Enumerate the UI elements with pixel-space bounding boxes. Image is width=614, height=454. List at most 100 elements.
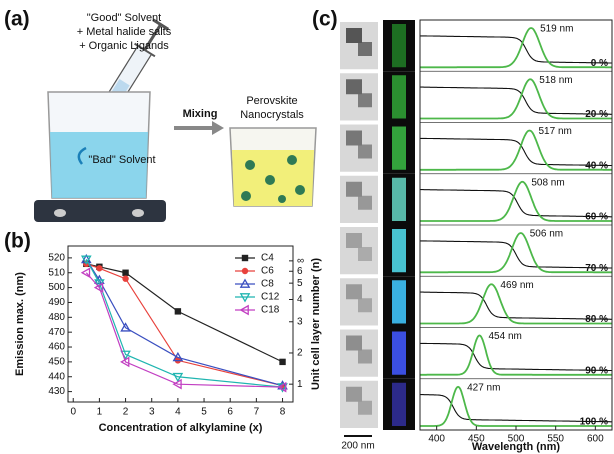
vial <box>392 382 406 426</box>
series-line <box>86 263 283 363</box>
syringe-text: + Organic Ligands <box>79 40 169 52</box>
vial <box>392 24 406 68</box>
scale-bar-label: 200 nm <box>341 441 374 452</box>
knob <box>132 209 144 217</box>
x-tick-label: 550 <box>547 434 564 445</box>
x-tick-label: 0 <box>70 407 76 418</box>
legend-label: C18 <box>261 305 280 316</box>
product-label: Perovskite <box>246 95 297 107</box>
tem-particle <box>346 233 362 248</box>
marker <box>172 378 182 390</box>
y2-tick-label: 5 <box>297 278 303 289</box>
bad-solvent-label: "Bad" Solvent <box>88 154 155 166</box>
plot-frame <box>67 245 294 403</box>
row-label: 70 % <box>585 263 608 274</box>
marker <box>122 269 129 276</box>
pl-curve <box>420 78 612 120</box>
legend-label: C8 <box>261 279 274 290</box>
panel-b: (b)0 1 2 3 4 5 6 7 84304404504604704804905005105… <box>4 230 322 434</box>
marker <box>241 267 249 275</box>
arrow <box>174 121 224 135</box>
tem-particle <box>358 298 372 313</box>
y-tick-label: 450 <box>48 357 65 368</box>
y-tick-label: 440 <box>48 371 65 382</box>
tem-particle <box>358 195 372 210</box>
peak-label: 506 nm <box>530 229 563 240</box>
product-label: Nanocrystals <box>240 109 304 121</box>
row-label: 100 % <box>580 417 608 428</box>
absorbance-curve <box>420 35 612 64</box>
tem-particle <box>346 335 362 351</box>
marker <box>80 267 91 279</box>
marker <box>277 381 287 393</box>
tem-particle <box>358 247 372 261</box>
x-tick-label: 5 <box>201 407 207 418</box>
absorbance-curve <box>420 86 612 115</box>
legend-label: C12 <box>261 292 280 303</box>
y-tick-label: 510 <box>48 267 65 278</box>
panel-label: (c) <box>312 8 338 31</box>
panel-label: (a) <box>4 8 30 31</box>
curved-arrow <box>77 146 87 165</box>
tem-particle <box>346 28 362 43</box>
pl-curve <box>420 334 612 376</box>
x-tick-label: 400 <box>428 434 445 445</box>
series-line <box>85 259 283 387</box>
absorbance-curve <box>420 291 612 320</box>
pl-curve <box>420 283 612 325</box>
vial <box>392 75 406 119</box>
marker <box>172 372 184 383</box>
x-tick-label: 8 <box>280 407 286 418</box>
tem-particle <box>358 349 372 364</box>
marker <box>93 282 104 293</box>
row-label: 0 % <box>591 58 608 69</box>
x-tick-label: 2 <box>123 407 129 418</box>
peak-label: 508 nm <box>531 177 564 188</box>
tem-particle <box>358 42 372 56</box>
marker <box>174 308 182 315</box>
arrow-label: Mixing <box>183 108 218 120</box>
tem-particle <box>346 130 362 146</box>
peak-label: 454 nm <box>489 331 522 342</box>
y2-tick-label: 3 <box>297 316 303 327</box>
marker <box>239 304 249 316</box>
y-tick-label: 520 <box>48 253 65 264</box>
tem-particle <box>358 144 372 159</box>
tem-particle <box>346 79 362 95</box>
absorbance-curve <box>420 240 612 269</box>
pl-curve <box>420 232 612 274</box>
tem-particle <box>346 386 362 402</box>
marker <box>120 322 131 332</box>
panel-c: (c) 519 nm 0 % 518 nm 20 % 517 nm 40 % 508 nm 60… <box>312 8 613 453</box>
absorbance-curve <box>420 394 612 423</box>
y2-tick-label: 2 <box>297 348 303 359</box>
peak-label: 427 nm <box>467 382 500 393</box>
x-tick-label: 1 <box>97 407 103 418</box>
row-label: 40 % <box>585 160 608 171</box>
vial <box>392 126 406 170</box>
x-tick-label: 600 <box>587 434 604 445</box>
x-tick-label: 3 <box>149 407 155 418</box>
marker <box>120 356 130 368</box>
pl-curve <box>420 129 612 171</box>
syringe-text: + Metal halide salts <box>77 26 172 38</box>
x-tick-label: 7 <box>254 407 260 418</box>
row-label: 60 % <box>585 212 608 223</box>
tem-particle <box>346 284 362 300</box>
marker <box>80 255 92 265</box>
solvent <box>50 132 148 198</box>
marker <box>239 278 251 288</box>
y2-axis-label: Unit cell layer number (n) <box>310 258 322 390</box>
y-tick-label: 470 <box>48 327 65 338</box>
legend-label: C6 <box>261 266 274 277</box>
y2-tick-label: ∞ <box>297 255 304 266</box>
y-tick-label: 490 <box>48 297 65 308</box>
vial <box>392 229 406 273</box>
row-label: 20 % <box>585 109 608 120</box>
y2-tick-label: 1 <box>297 379 303 390</box>
knob <box>54 209 66 217</box>
x-tick-label: 6 <box>227 407 233 418</box>
legend-label: C4 <box>261 253 274 264</box>
nanocrystals <box>241 155 305 203</box>
